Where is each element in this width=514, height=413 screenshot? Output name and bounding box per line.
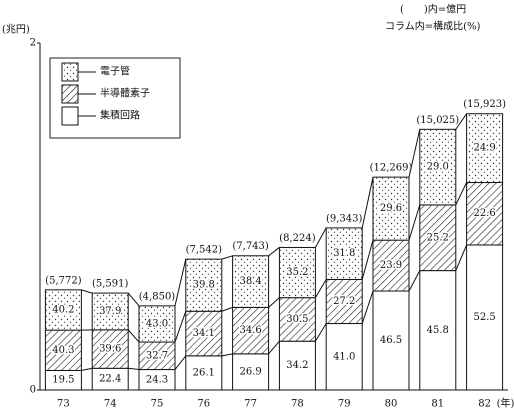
data-label: 46.5 [380,335,402,346]
total-label: (15,025) [416,115,459,126]
data-label: 26.9 [239,366,261,377]
x-tick-label: 82 [478,399,491,410]
x-tick-label: 76 [197,399,210,410]
connector [409,271,420,291]
connector [175,356,186,370]
y-tick-label: 0 [30,385,36,396]
data-label: 30.5 [286,314,308,325]
connector [315,324,326,342]
data-label: 29.6 [380,203,402,214]
connector [409,205,420,240]
data-label: 37.9 [99,306,121,317]
data-label: 34.1 [193,328,215,339]
data-label: 34.2 [286,360,308,371]
connector [269,341,280,354]
data-label: 40.3 [52,345,74,356]
total-label: (9,343) [326,213,363,224]
connector [315,279,326,297]
total-label: (7,743) [232,241,269,252]
data-label: 29.0 [427,162,449,173]
x-tick-label: 74 [104,399,117,410]
connector [269,298,280,308]
note: ( )内=億円 [400,3,466,16]
connector [222,354,233,356]
x-tick-label: 81 [431,399,444,410]
total-label: (12,269) [370,163,413,174]
x-tick-label: 80 [385,399,398,410]
data-label: 41.0 [333,351,355,362]
connector [362,177,373,228]
connector [222,256,233,259]
connector [362,240,373,279]
connector [409,129,420,177]
x-tick-label: 75 [151,399,164,410]
data-label: 43.0 [146,318,168,329]
data-label: 32.7 [146,350,168,361]
legend-swatch [62,85,78,103]
legend-label: 半導體素子 [100,87,150,100]
data-label: 39.6 [99,344,121,355]
data-label: 25.2 [427,232,449,243]
data-label: 24.3 [146,374,168,385]
data-label: 39.8 [193,280,215,291]
connector [175,259,186,306]
total-label: (4,850) [139,291,176,302]
connector [456,183,467,205]
connector [128,293,139,306]
data-label: 24.9 [473,143,495,154]
data-label: 35.2 [286,267,308,278]
note: コラム内=構成比(%) [385,20,480,33]
data-label: 27.2 [333,296,355,307]
total-label: (5,772) [45,275,82,286]
x-tick-label: 73 [57,399,70,410]
x-tick-label: 78 [291,399,304,410]
data-label: 19.5 [52,375,74,386]
data-label: 40.2 [52,304,74,315]
data-label: 22.4 [99,374,121,385]
y-tick-label: 2 [30,38,36,49]
total-label: (5,591) [92,278,129,289]
x-tick-label: 79 [338,399,351,410]
connector [128,330,139,342]
data-label: 26.1 [193,367,215,378]
data-label: 38.4 [239,276,261,287]
x-axis-label: (年) [497,397,514,410]
y-axis-label: (兆円) [2,24,30,36]
total-label: (8,224) [279,233,316,244]
connector [128,368,139,369]
connector [456,245,467,271]
connector [362,291,373,324]
data-label: 22.6 [473,208,495,219]
x-tick-label: 77 [244,399,257,410]
legend-label: 集積回路 [100,109,140,122]
total-label: (15,923) [463,99,506,110]
total-label: (7,542) [186,245,223,256]
connector [269,247,280,255]
data-label: 52.5 [473,312,495,323]
legend-swatch [62,107,78,125]
data-label: 23.9 [380,260,402,271]
legend-swatch [62,63,78,81]
connector [222,307,233,311]
data-label: 45.8 [427,325,449,336]
legend-label: 電子管 [100,65,130,78]
data-label: 34.6 [239,325,261,336]
connector [81,290,92,293]
data-label: 31.8 [333,248,355,259]
connector [175,311,186,342]
connector [81,368,92,370]
connector [315,228,326,248]
